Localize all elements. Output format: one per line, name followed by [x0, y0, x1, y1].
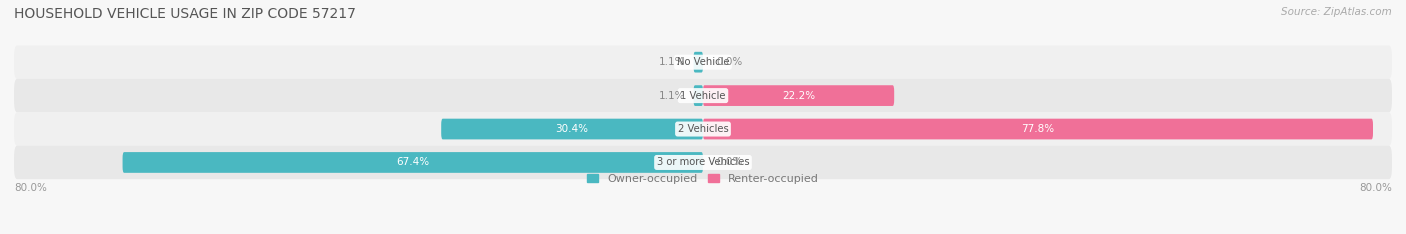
FancyBboxPatch shape	[703, 119, 1374, 139]
Text: 67.4%: 67.4%	[396, 157, 429, 168]
Text: 3 or more Vehicles: 3 or more Vehicles	[657, 157, 749, 168]
Text: 80.0%: 80.0%	[1360, 183, 1392, 193]
Text: 22.2%: 22.2%	[782, 91, 815, 101]
Text: HOUSEHOLD VEHICLE USAGE IN ZIP CODE 57217: HOUSEHOLD VEHICLE USAGE IN ZIP CODE 5721…	[14, 7, 356, 21]
Text: Source: ZipAtlas.com: Source: ZipAtlas.com	[1281, 7, 1392, 17]
FancyBboxPatch shape	[14, 112, 1392, 146]
Text: 1 Vehicle: 1 Vehicle	[681, 91, 725, 101]
FancyBboxPatch shape	[693, 52, 703, 73]
FancyBboxPatch shape	[14, 45, 1392, 79]
Legend: Owner-occupied, Renter-occupied: Owner-occupied, Renter-occupied	[582, 169, 824, 188]
Text: 80.0%: 80.0%	[14, 183, 46, 193]
Text: 2 Vehicles: 2 Vehicles	[678, 124, 728, 134]
Text: 30.4%: 30.4%	[555, 124, 589, 134]
FancyBboxPatch shape	[703, 85, 894, 106]
Text: 1.1%: 1.1%	[658, 57, 685, 67]
FancyBboxPatch shape	[14, 79, 1392, 112]
FancyBboxPatch shape	[122, 152, 703, 173]
Text: 1.1%: 1.1%	[658, 91, 685, 101]
Text: 77.8%: 77.8%	[1021, 124, 1054, 134]
Text: 0.0%: 0.0%	[716, 57, 742, 67]
FancyBboxPatch shape	[693, 85, 703, 106]
Text: 0.0%: 0.0%	[716, 157, 742, 168]
Text: No Vehicle: No Vehicle	[676, 57, 730, 67]
FancyBboxPatch shape	[14, 146, 1392, 179]
FancyBboxPatch shape	[441, 119, 703, 139]
